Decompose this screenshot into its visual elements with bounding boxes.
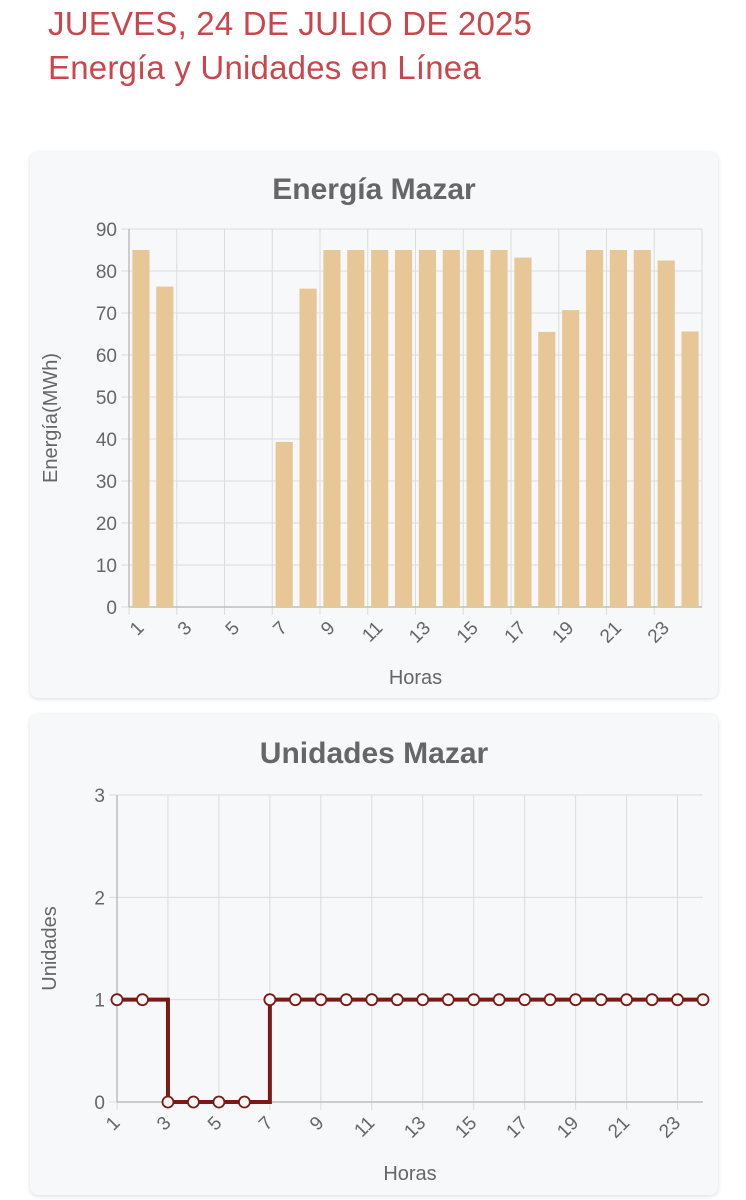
- x-tick-label: 3: [153, 1113, 175, 1135]
- y-tick-label: 0: [94, 1093, 105, 1114]
- bar: [681, 331, 699, 607]
- data-point: [288, 993, 302, 1007]
- data-point: [212, 1095, 226, 1109]
- data-point: [594, 993, 608, 1007]
- data-point: [390, 993, 404, 1007]
- bar: [633, 250, 651, 607]
- bar: [514, 257, 532, 607]
- x-tick-label: 7: [255, 1113, 277, 1135]
- x-tick-label: 13: [405, 618, 435, 648]
- y-tick-label: 20: [96, 514, 117, 535]
- bar: [299, 288, 317, 607]
- data-point: [136, 993, 149, 1007]
- data-point: [110, 993, 124, 1007]
- bar: [132, 250, 150, 607]
- bar: [347, 250, 365, 607]
- x-tick-label: 1: [102, 1113, 124, 1135]
- page-subtitle: Energía y Unidades en Línea: [48, 49, 481, 86]
- data-point: [620, 993, 633, 1007]
- y-tick-label: 60: [96, 346, 117, 367]
- page-date: JUEVES, 24 DE JULIO DE 2025: [48, 5, 533, 42]
- x-tick-label: 19: [553, 1113, 583, 1143]
- y-tick-label: 80: [96, 262, 117, 283]
- bar: [585, 250, 604, 607]
- data-point: [569, 993, 583, 1007]
- bar: [156, 286, 174, 607]
- data-point: [441, 993, 455, 1007]
- bar: [562, 310, 580, 607]
- data-point: [187, 1095, 200, 1109]
- bar: [657, 260, 675, 607]
- x-tick-label: 15: [453, 618, 483, 648]
- bar: [442, 250, 460, 607]
- x-tick-label: 11: [358, 618, 387, 647]
- bar: [609, 250, 628, 607]
- y-tick-label: 90: [96, 220, 117, 241]
- x-tick-label: 9: [306, 1113, 328, 1135]
- y-tick-label: 30: [96, 472, 117, 493]
- y-tick-label: 3: [94, 786, 105, 807]
- x-tick-label: 5: [204, 1113, 226, 1135]
- bar: [394, 250, 413, 607]
- y-tick-label: 0: [106, 598, 117, 619]
- x-tick-label: 1: [126, 618, 148, 640]
- energia-chart-card: Energía Mazar 0 10 20 30 40 50 60 70 80 90 1 3 5 7 9 11 1…: [30, 152, 718, 698]
- page-header: JUEVES, 24 DE JULIO DE 2025 Energía y Un…: [48, 2, 738, 90]
- x-tick-label: 17: [501, 618, 531, 648]
- y-tick-label: 50: [96, 388, 117, 409]
- data-point: [492, 993, 506, 1007]
- series-line: [117, 997, 703, 1104]
- y-tick-label: 2: [94, 888, 105, 909]
- data-point: [314, 993, 328, 1007]
- y-axis-label: Energía(MWh): [40, 353, 62, 483]
- y-axis-label: Unidades: [39, 906, 61, 991]
- data-point: [339, 993, 353, 1007]
- x-tick-label: 3: [174, 618, 196, 640]
- x-tick-label: 5: [222, 618, 244, 640]
- x-tick-label: 21: [604, 1113, 634, 1143]
- data-point: [263, 993, 277, 1007]
- bar: [490, 250, 508, 607]
- y-tick-label: 40: [96, 430, 117, 451]
- bar: [275, 441, 293, 607]
- unidades-chart-card: Unidades Mazar 0 1 2 3 1 3 5 7 9 11 13 15 17 19 21 23 Hor…: [30, 714, 718, 1195]
- data-point: [543, 993, 557, 1007]
- x-tick-label: 11: [351, 1113, 380, 1142]
- x-tick-label: 23: [655, 1113, 685, 1143]
- data-point: [696, 993, 710, 1007]
- bar: [538, 331, 556, 607]
- chart-title: Unidades Mazar: [260, 737, 489, 770]
- data-point: [518, 993, 532, 1007]
- y-tick-label: 70: [96, 304, 117, 325]
- data-point: [645, 993, 659, 1007]
- x-tick-label: 7: [269, 618, 291, 640]
- bar: [418, 250, 437, 607]
- chart-title: Energía Mazar: [272, 173, 476, 206]
- bar: [323, 250, 341, 607]
- data-point: [467, 993, 481, 1007]
- x-tick-label: 9: [317, 618, 339, 640]
- y-tick-label: 10: [96, 556, 117, 577]
- x-tick-label: 17: [502, 1113, 532, 1143]
- x-tick-label: 23: [644, 618, 674, 648]
- x-tick-label: 13: [400, 1113, 430, 1143]
- bar: [371, 250, 389, 607]
- data-point: [161, 1095, 175, 1109]
- data-point: [237, 1095, 251, 1109]
- data-point: [365, 993, 379, 1007]
- bar: [466, 250, 484, 607]
- x-axis-label: Horas: [389, 667, 442, 689]
- x-tick-label: 15: [451, 1113, 481, 1143]
- y-tick-label: 1: [94, 991, 105, 1012]
- data-point: [416, 993, 430, 1007]
- x-tick-label: 19: [548, 618, 578, 648]
- x-axis-label: Horas: [383, 1163, 436, 1185]
- data-point: [671, 993, 684, 1007]
- x-tick-label: 21: [596, 618, 626, 648]
